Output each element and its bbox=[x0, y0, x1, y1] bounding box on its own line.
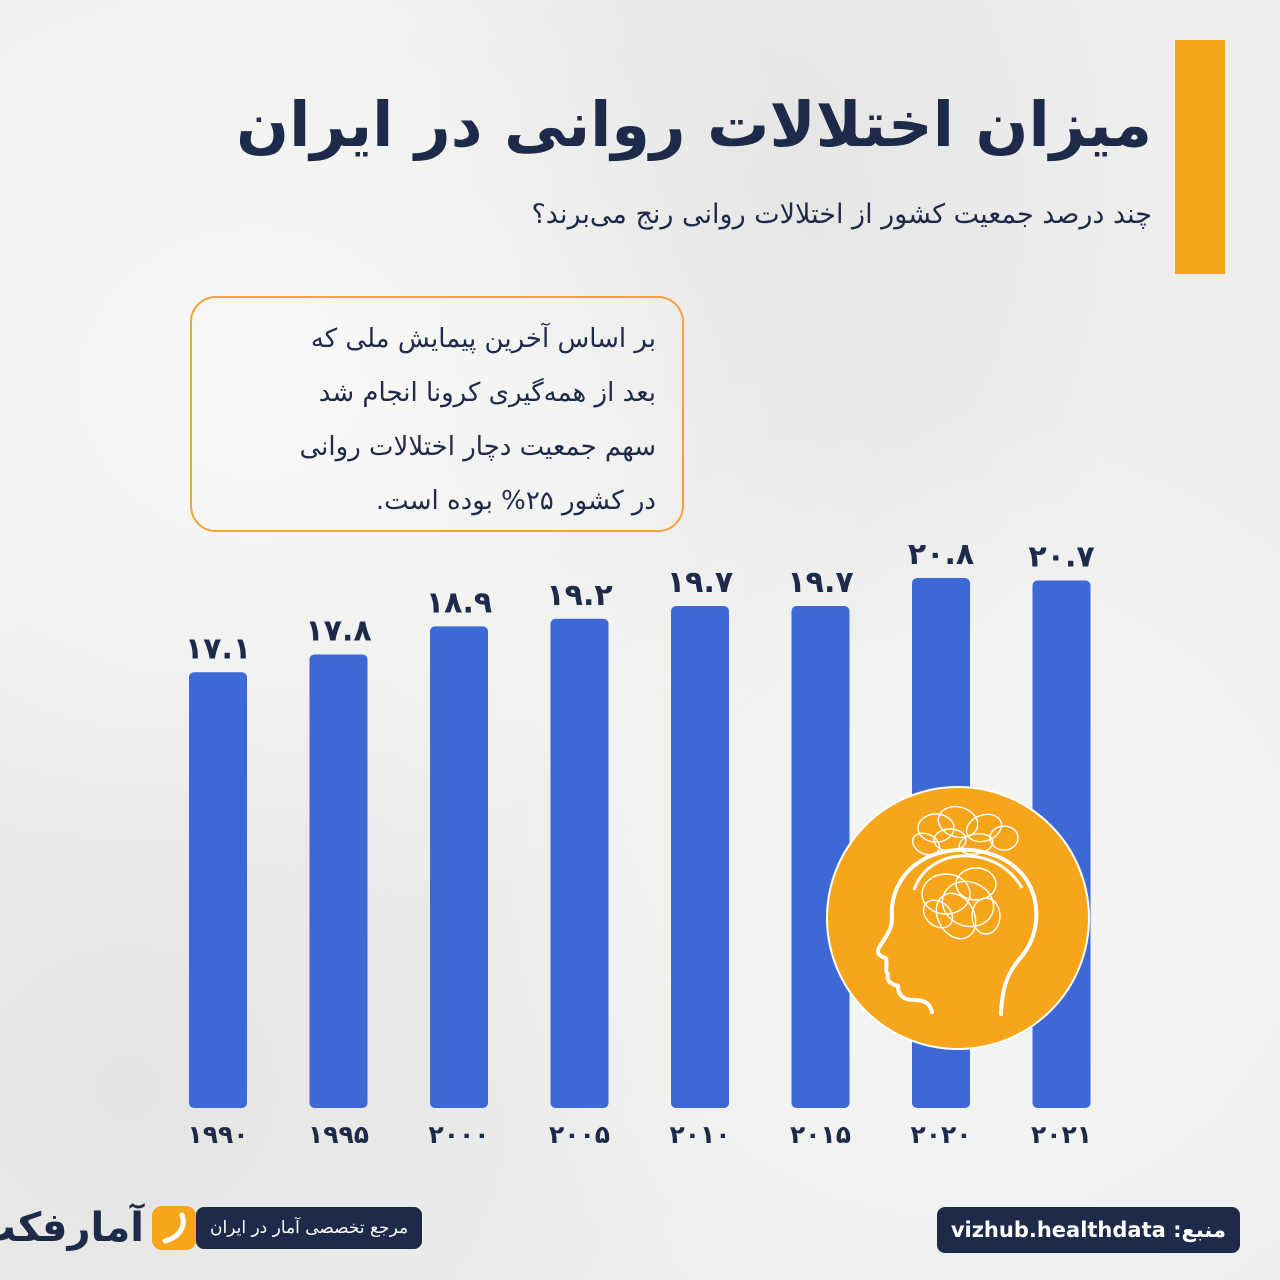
value-label-2000: ۱۸.۹ bbox=[426, 585, 492, 620]
bar-2005 bbox=[550, 618, 609, 1108]
value-label-2010: ۱۹.۷ bbox=[667, 565, 733, 600]
value-label-1990: ۱۷.۱ bbox=[185, 631, 251, 666]
value-label-2015: ۱۹.۷ bbox=[787, 565, 853, 600]
x-tick-label-2010: ۲۰۱۰ bbox=[669, 1120, 730, 1149]
x-tick-label-2015: ۲۰۱۵ bbox=[790, 1120, 851, 1149]
page-title: میزان اختلالات روانی در ایران bbox=[236, 88, 1152, 161]
x-tick-label-1995: ۱۹۹۵ bbox=[308, 1120, 369, 1149]
page-subtitle: چند درصد جمعیت کشور از اختلالات روانی رن… bbox=[531, 199, 1152, 230]
value-label-2020: ۲۰.۸ bbox=[908, 537, 974, 572]
bar-2000 bbox=[430, 626, 488, 1108]
bar-2010 bbox=[671, 606, 729, 1108]
note-line: سهم جمعیت دچار اختلالات روانی bbox=[299, 432, 656, 462]
brand-tagline: مرجع تخصصی آمار در ایران bbox=[196, 1207, 423, 1249]
note-line: بر اساس آخرین پیمایش ملی که bbox=[310, 324, 656, 354]
bar-2015 bbox=[791, 606, 850, 1108]
x-tick-label-2005: ۲۰۰۵ bbox=[549, 1120, 610, 1149]
source-label: منبع: vizhub.healthdata bbox=[936, 1207, 1240, 1253]
accent-bar bbox=[1175, 40, 1225, 274]
x-tick-label-2021: ۲۰۲۱ bbox=[1031, 1120, 1092, 1149]
brand-logo-text: آمارفکت bbox=[0, 1205, 144, 1251]
note-line: در کشور ۲۵% بوده است. bbox=[375, 486, 656, 516]
brain-head-icon bbox=[826, 786, 1090, 1050]
note-line: بعد از همه‌گیری کرونا انجام شد bbox=[318, 378, 656, 408]
value-label-2005: ۱۹.۲ bbox=[546, 578, 612, 613]
bar-1990 bbox=[189, 672, 247, 1108]
logo-mark-icon bbox=[152, 1206, 196, 1250]
value-label-2021: ۲۰.۷ bbox=[1028, 540, 1094, 575]
x-tick-label-1990: ۱۹۹۰ bbox=[187, 1120, 248, 1149]
brand-logo: آمارفکت bbox=[0, 1196, 196, 1262]
x-tick-label-2000: ۲۰۰۰ bbox=[428, 1120, 489, 1149]
x-tick-label-2020: ۲۰۲۰ bbox=[910, 1120, 971, 1149]
value-label-1995: ۱۷.۸ bbox=[305, 613, 371, 648]
note-box: بر اساس آخرین پیمایش ملی که بعد از همه‌گ… bbox=[190, 296, 684, 532]
bar-1995 bbox=[309, 654, 368, 1108]
